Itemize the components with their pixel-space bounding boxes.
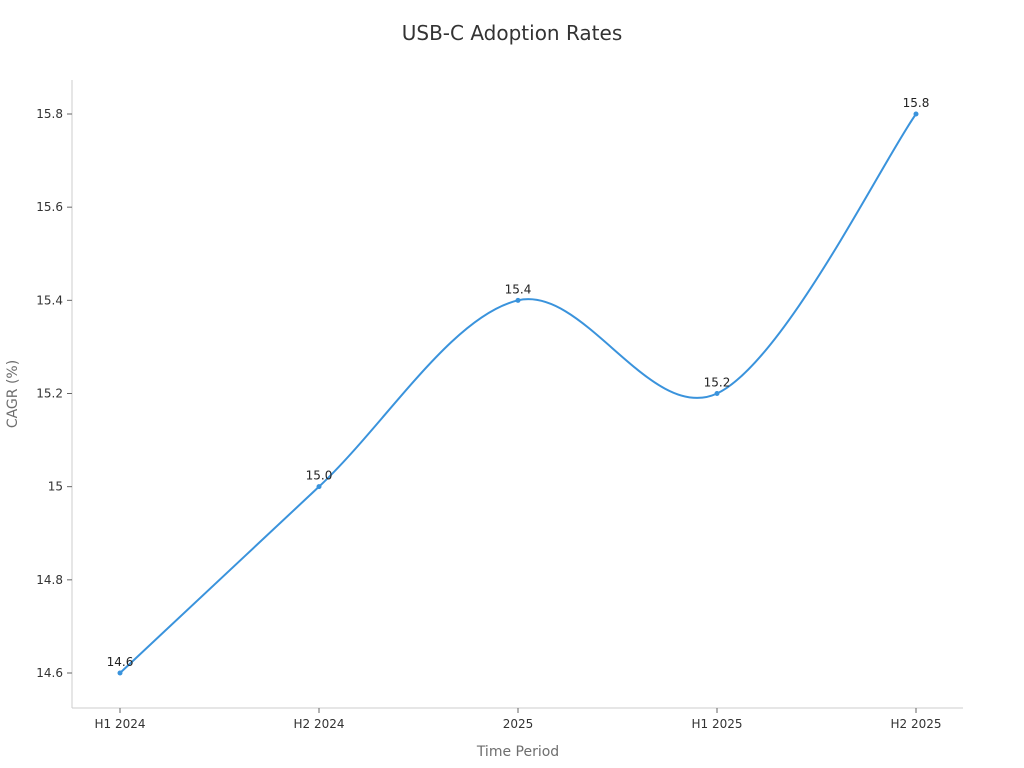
x-tick-label: H2 2025 <box>890 717 941 731</box>
x-tick-label: H1 2024 <box>94 717 145 731</box>
x-axis-title: Time Period <box>476 744 559 760</box>
y-tick-label: 15.4 <box>36 293 63 307</box>
data-label: 15.2 <box>704 376 731 390</box>
data-point <box>117 670 123 676</box>
data-points <box>117 111 919 676</box>
chart-title: USB-C Adoption Rates <box>402 21 623 45</box>
data-label: 15.8 <box>903 96 930 110</box>
y-axis-title: CAGR (%) <box>5 360 21 428</box>
y-tick-label: 15 <box>48 480 63 494</box>
data-label: 15.0 <box>306 469 333 483</box>
x-tick-label: 2025 <box>503 717 534 731</box>
data-labels: 14.6 15.0 15.4 15.2 15.8 <box>107 96 930 669</box>
x-tick-label: H2 2024 <box>293 717 344 731</box>
x-tick-label: H1 2025 <box>691 717 742 731</box>
data-point <box>913 111 919 117</box>
y-axis-ticks: 14.6 14.8 15 15.2 15.4 15.6 15.8 <box>36 107 72 680</box>
series-line <box>119 113 917 674</box>
data-point <box>316 484 322 490</box>
y-tick-label: 14.8 <box>36 573 63 587</box>
data-point <box>714 391 720 396</box>
x-axis-ticks: H1 2024 H2 2024 2025 H1 2025 H2 2025 <box>94 708 942 731</box>
data-label: 15.4 <box>505 282 532 296</box>
y-tick-label: 14.6 <box>36 666 63 680</box>
data-label: 14.6 <box>107 655 134 669</box>
data-point <box>515 297 521 303</box>
y-tick-label: 15.6 <box>36 200 63 214</box>
y-tick-label: 15.2 <box>36 387 63 401</box>
y-tick-label: 15.8 <box>36 107 63 121</box>
